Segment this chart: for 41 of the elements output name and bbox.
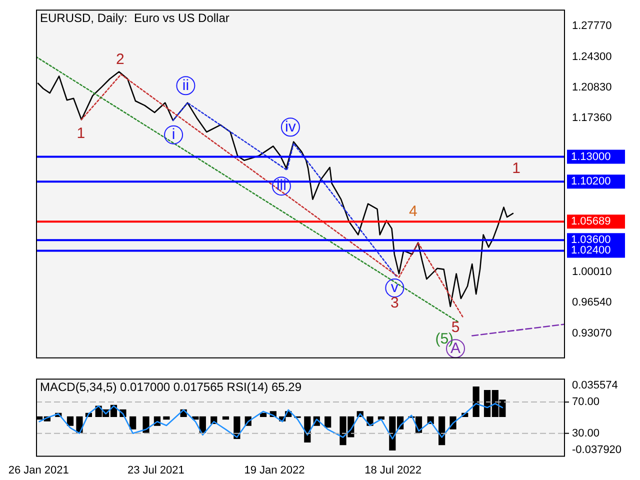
annotation: i bbox=[172, 126, 176, 143]
annotation: 3 bbox=[390, 294, 399, 312]
y-tick-label: 1.17360 bbox=[572, 112, 612, 124]
annotation: 2 bbox=[116, 50, 124, 68]
x-tick-label: 23 Jul 2021 bbox=[127, 464, 184, 476]
y-tick-label: 1.24300 bbox=[572, 50, 612, 63]
line-series bbox=[172, 102, 398, 278]
bar bbox=[472, 386, 480, 418]
ref-line-label: 1.13000 bbox=[571, 150, 611, 163]
y-tick-label: 0.93070 bbox=[572, 327, 612, 340]
y-tick-label: -0.037920 bbox=[572, 444, 622, 456]
annotation: ii bbox=[182, 76, 190, 94]
bar bbox=[163, 416, 170, 420]
bar bbox=[142, 416, 150, 433]
y-tick-label: 0.035574 bbox=[572, 379, 618, 392]
annotation: 5 bbox=[451, 318, 460, 336]
y2-tick-label: 30.00 bbox=[572, 427, 600, 440]
bar bbox=[130, 416, 136, 430]
y-tick-label: 0.96540 bbox=[572, 296, 612, 309]
y-tick-label: 1.27770 bbox=[572, 20, 612, 32]
ref-line-label: 1.10200 bbox=[571, 176, 611, 188]
bar bbox=[222, 416, 230, 420]
annotation: iv bbox=[285, 118, 296, 136]
y2-tick-label: 70.00 bbox=[572, 396, 600, 408]
x-tick-label: 26 Jan 2021 bbox=[8, 464, 69, 476]
chart-title: MACD(5,34,5) 0.017000 0.017565 RSI(14) 65.29 bbox=[40, 380, 302, 394]
bar bbox=[324, 416, 332, 428]
y-tick-label: 1.20830 bbox=[572, 81, 612, 94]
x-tick-label: 18 Jul 2022 bbox=[364, 464, 422, 476]
chart-title: EURUSD, Daily: Euro vs US Dollar bbox=[40, 10, 230, 25]
bar bbox=[66, 416, 74, 426]
annotation: 4 bbox=[409, 203, 418, 220]
y-tick-label: 1.00010 bbox=[572, 266, 612, 278]
ref-line-label: 1.02400 bbox=[571, 244, 611, 257]
annotation: v bbox=[390, 279, 399, 296]
annotation: 1 bbox=[512, 160, 521, 177]
annotation: 1 bbox=[76, 124, 86, 142]
ref-line-label: 1.05689 bbox=[571, 216, 611, 228]
x-tick-label: 19 Jan 2022 bbox=[244, 464, 305, 476]
annotation: iii bbox=[276, 177, 286, 194]
ref-line-label: 1.03600 bbox=[571, 234, 611, 246]
